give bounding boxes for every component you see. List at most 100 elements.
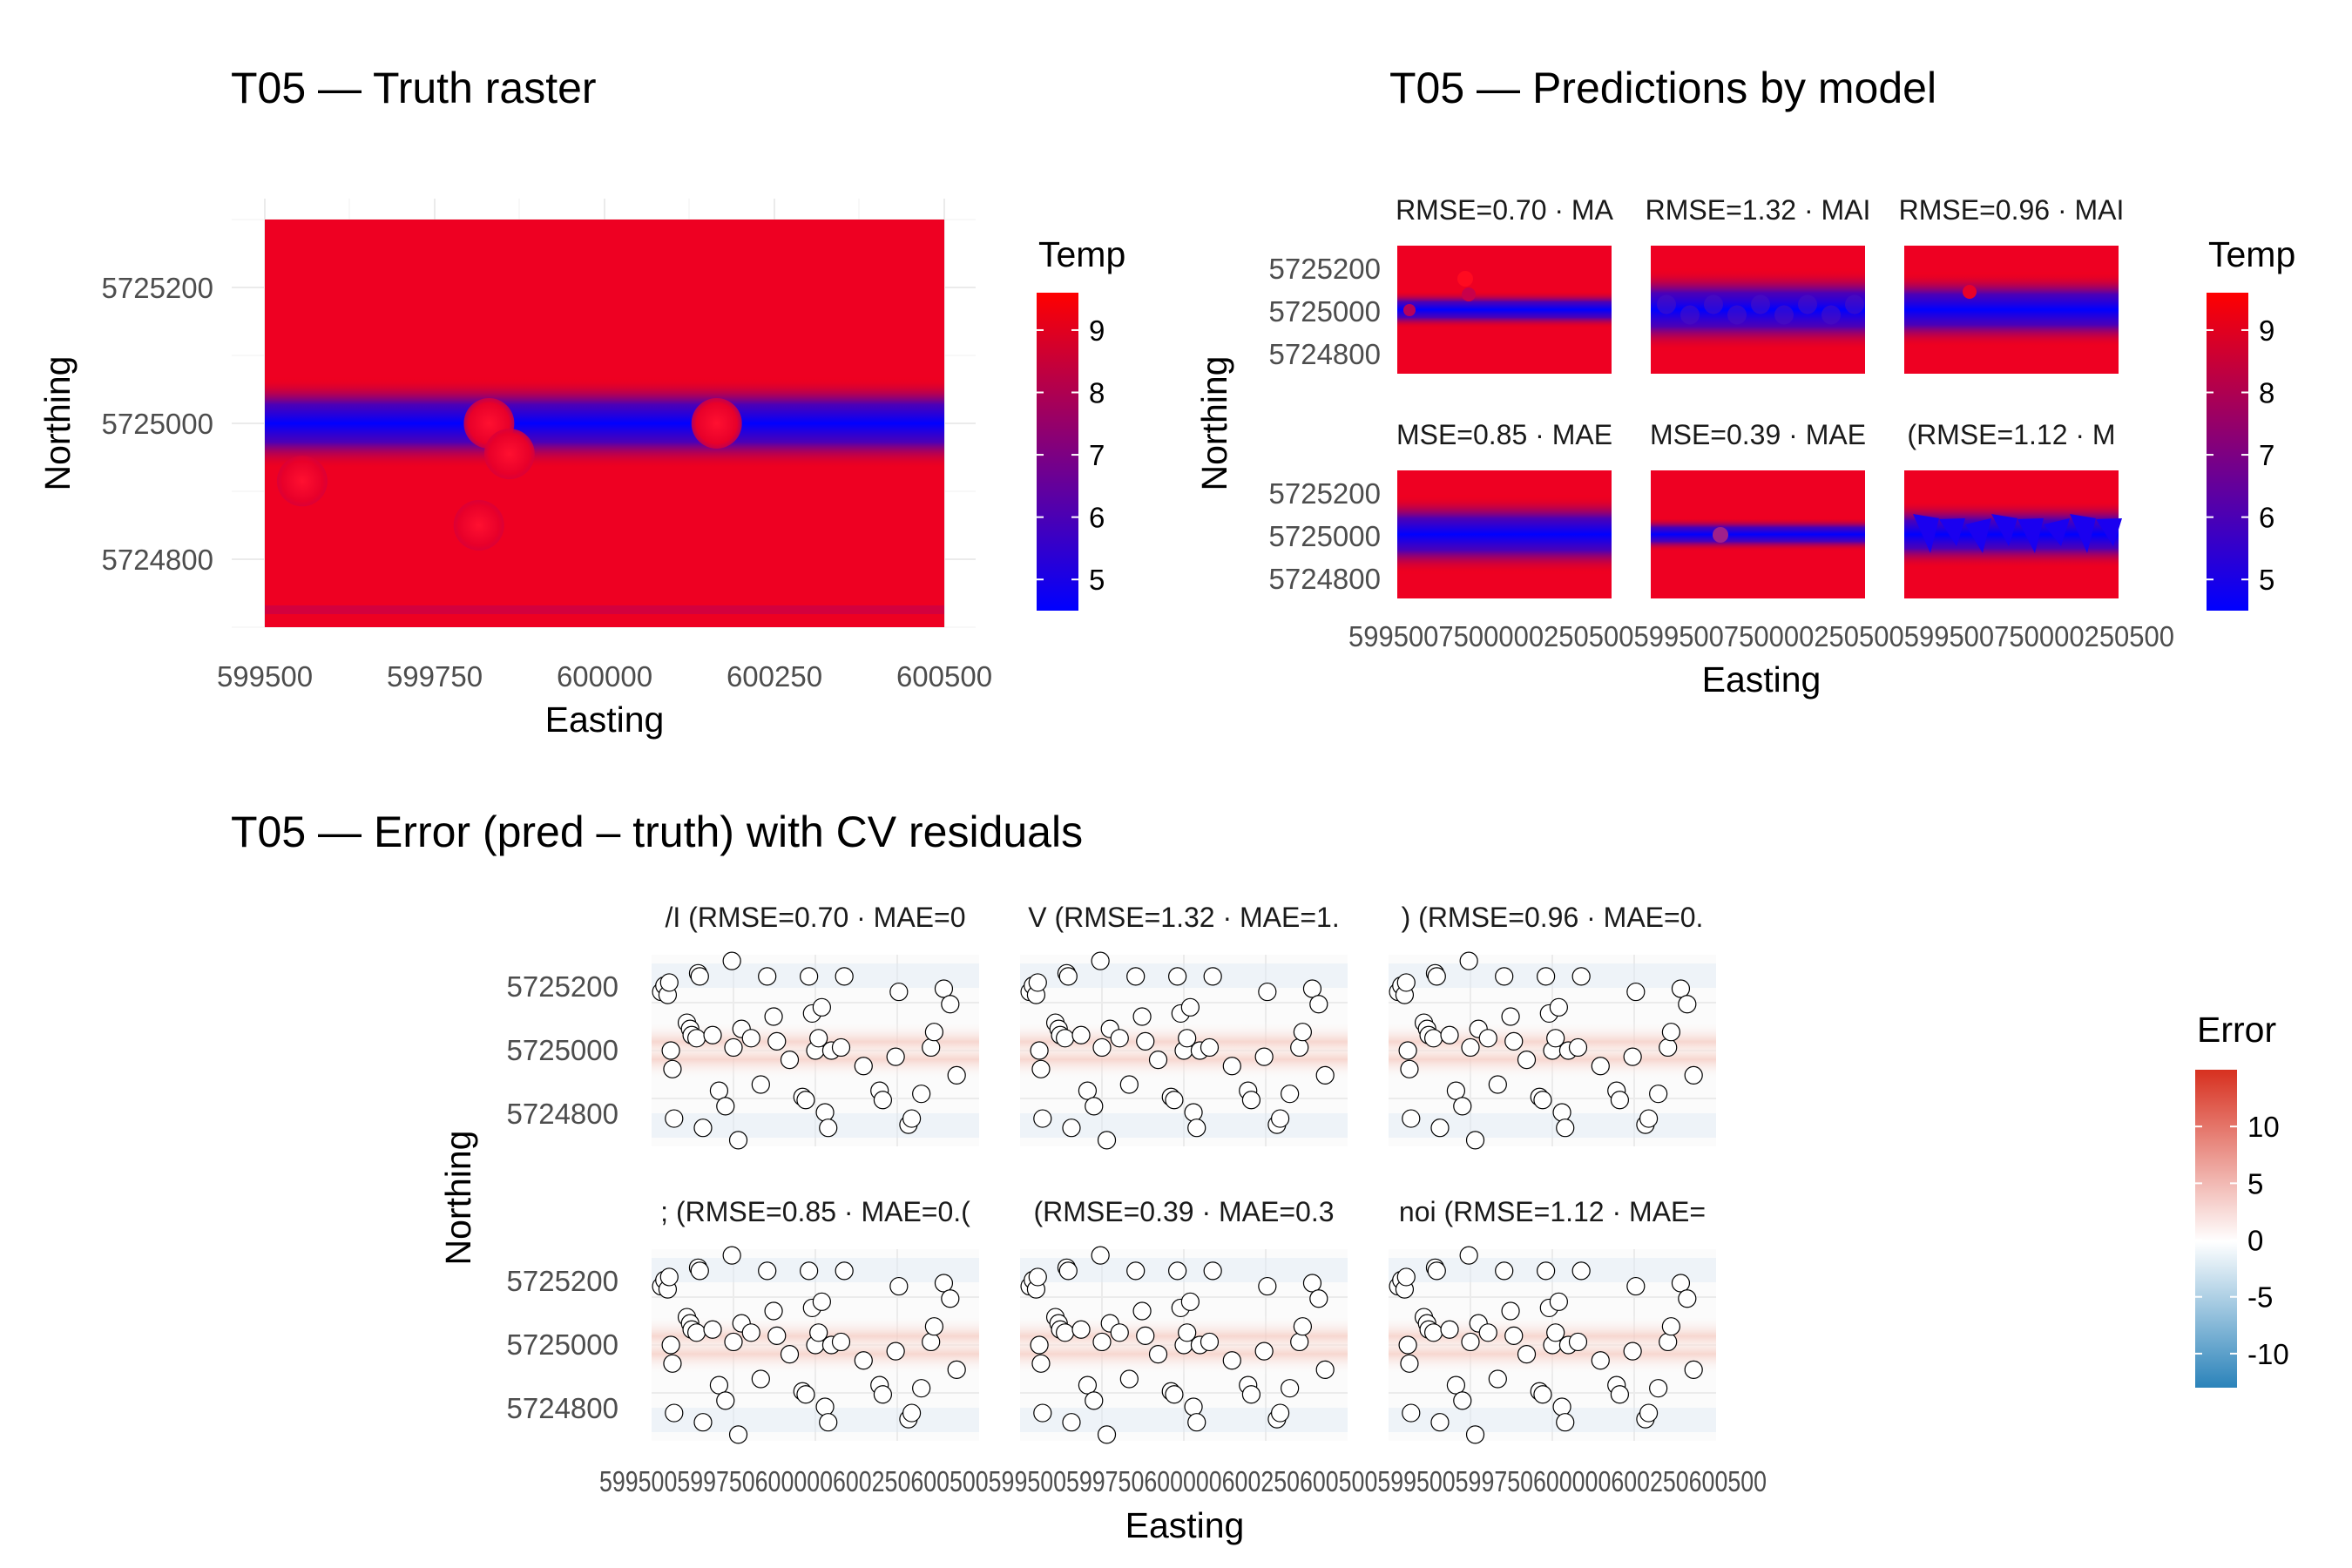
cv-residual-point — [728, 1131, 748, 1150]
cv-residual-point — [693, 1413, 713, 1432]
cv-residual-point — [835, 1261, 854, 1281]
cv-residual-point — [1549, 1292, 1568, 1311]
panel-blob — [2044, 518, 2070, 546]
legend-tick-label: 8 — [1089, 377, 1105, 409]
truth-raster-field — [265, 220, 944, 627]
error-legend: Error 10 5 0 -5 -10 — [2195, 1010, 2289, 1388]
cv-residual-point — [1537, 967, 1556, 986]
cv-residual-point — [1591, 1057, 1610, 1076]
cv-residual-point — [1168, 967, 1187, 986]
panel-blob — [1680, 305, 1700, 325]
cv-residual-point — [780, 1051, 800, 1070]
cv-residual-point — [1639, 1403, 1659, 1423]
panel-strip-label: MSE=0.85 · MAE — [1396, 419, 1612, 450]
cv-residual-point — [1684, 1065, 1703, 1085]
cv-residual-point — [1254, 1342, 1274, 1361]
legend-tick-label: 10 — [2247, 1111, 2280, 1143]
cv-residual-point — [1649, 1085, 1668, 1104]
cv-residual-point — [1180, 997, 1200, 1017]
cv-residual-point — [1184, 1397, 1203, 1416]
panel-strip-label: MSE=0.39 · MAE — [1650, 419, 1866, 450]
cv-residual-point — [1678, 1289, 1697, 1308]
y-tick-label: 5725200 — [1269, 253, 1381, 285]
cv-residual-point — [889, 982, 909, 1002]
cv-residual-point — [1302, 1274, 1322, 1293]
cv-residual-point — [835, 967, 854, 986]
cv-residual-point — [1571, 967, 1591, 986]
cv-residual-point — [1446, 1081, 1466, 1100]
error-panel: V (RMSE=1.32 · MAE=1. — [1020, 902, 1348, 1150]
cv-residual-point — [741, 1029, 760, 1048]
panel-blob — [1751, 294, 1770, 314]
cv-residual-point — [1610, 1385, 1630, 1404]
panel-spot — [1457, 271, 1473, 287]
x-tick-label: 600000 — [557, 660, 652, 693]
legend-tick-label: 9 — [1089, 314, 1105, 347]
panel-blob — [1774, 305, 1794, 325]
error-panel: /I (RMSE=0.70 · MAE=0 — [652, 902, 979, 1150]
cv-residual-point — [1461, 1037, 1480, 1058]
panel-strip-label: /I (RMSE=0.70 · MAE=0 — [665, 902, 965, 933]
cv-residual-point — [1501, 1301, 1520, 1321]
cv-residual-point — [1549, 997, 1568, 1017]
cv-residual-point — [1568, 1037, 1588, 1058]
error-panel: ; (RMSE=0.85 · MAE=0.( — [652, 1196, 979, 1444]
cv-residual-point — [1241, 1385, 1261, 1404]
cv-residual-point — [854, 1057, 873, 1076]
cv-residual-point — [1478, 1323, 1497, 1342]
err-y-ticks-row1: 5725200 5725000 5724800 — [507, 970, 618, 1130]
cv-residual-point — [947, 1360, 966, 1379]
cv-residual-point — [1031, 1059, 1051, 1078]
cv-residual-point — [1556, 1413, 1575, 1432]
panel-spot — [1462, 287, 1476, 301]
cv-residual-point — [758, 967, 777, 986]
panel-strip-label: noi (RMSE=1.12 · MAE= — [1399, 1196, 1706, 1227]
error-chart: T05 — Error (pred – truth) with CV resid… — [231, 808, 2289, 1545]
cv-residual-point — [1062, 1119, 1081, 1138]
cv-residual-point — [934, 1274, 954, 1293]
legend-colorbar — [1037, 293, 1078, 611]
cv-residual-point — [1126, 1261, 1146, 1281]
cv-residual-point — [1402, 1403, 1421, 1423]
cv-residual-point — [831, 1037, 851, 1058]
cv-residual-point — [1504, 1031, 1524, 1051]
x-tick-label: 599500 — [217, 660, 313, 693]
cv-residual-point — [1165, 1091, 1184, 1110]
cv-residual-point — [1222, 1351, 1241, 1370]
cv-residual-point — [663, 1059, 682, 1078]
cv-residual-point — [1187, 1119, 1206, 1138]
cv-residual-point — [873, 1385, 893, 1404]
cv-residual-point — [1427, 967, 1446, 986]
cv-residual-point — [1270, 1403, 1290, 1423]
prediction-panel: MSE=0.39 · MAE — [1650, 419, 1866, 598]
legend-tick-label: 6 — [2259, 502, 2274, 534]
cv-residual-point — [724, 1037, 743, 1058]
legend-tick-label: 7 — [1089, 439, 1105, 471]
cv-residual-point — [831, 1332, 851, 1352]
cv-residual-point — [1495, 1261, 1514, 1281]
cv-residual-point — [1254, 1047, 1274, 1066]
panel-strip-label: ) (RMSE=0.96 · MAE=0. — [1402, 902, 1704, 933]
cv-residual-point — [1459, 1246, 1478, 1265]
cv-residual-point — [796, 1385, 815, 1404]
cv-residual-point — [924, 1023, 943, 1042]
cv-residual-point — [1097, 1131, 1117, 1150]
cv-residual-point — [815, 1103, 835, 1122]
truth-hotspot — [483, 429, 535, 480]
cv-residual-point — [728, 1425, 748, 1444]
cv-residual-point — [1440, 1025, 1459, 1044]
cv-residual-point — [873, 1091, 893, 1110]
cv-residual-point — [809, 1323, 828, 1342]
cv-residual-point — [1517, 1051, 1537, 1070]
prediction-panel: MSE=0.85 · MAE — [1396, 419, 1612, 598]
panel-cold-band — [1904, 271, 2119, 348]
cv-residual-point — [1178, 1323, 1197, 1342]
cv-residual-point — [1119, 1369, 1139, 1389]
cv-residual-point — [1546, 1029, 1565, 1048]
cv-residual-point — [1400, 1354, 1419, 1373]
truth-raster-chart: T05 — Truth raster 5725200 — [37, 64, 1125, 740]
y-tick-label: 5724800 — [507, 1098, 618, 1130]
y-tick-label: 5725200 — [507, 970, 618, 1003]
cv-residual-point — [1078, 1081, 1098, 1100]
cv-residual-point — [1056, 1323, 1075, 1342]
